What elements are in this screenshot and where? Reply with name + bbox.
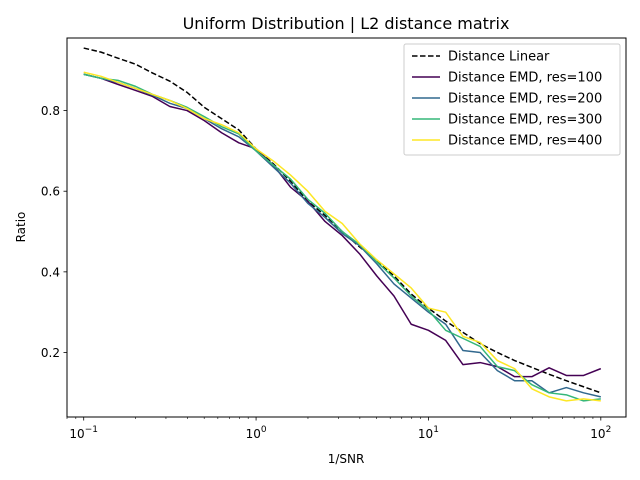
- legend-label-4: Distance EMD, res=400: [448, 134, 602, 149]
- y-tick-label: 0.4: [41, 265, 60, 279]
- legend-label-3: Distance EMD, res=300: [448, 113, 602, 128]
- y-tick-label: 0.8: [41, 104, 60, 118]
- legend-box: [403, 43, 621, 156]
- series-line-4: [83, 71, 601, 402]
- plot-frame: [66, 37, 627, 418]
- x-tick-label: 10−1: [69, 425, 98, 441]
- series-line-1: [83, 73, 602, 378]
- y-axis: 0.2 0.4 0.6 0.8: [41, 104, 67, 360]
- series-layer: [83, 47, 602, 402]
- legend-label-2: Distance EMD, res=200: [448, 92, 602, 107]
- legend-label-1: Distance EMD, res=100: [448, 71, 602, 86]
- x-axis-label: 1/SNR: [328, 452, 365, 466]
- x-tick-label: 100: [246, 425, 267, 441]
- y-tick-label: 0.6: [41, 185, 60, 199]
- y-axis-label: Ratio: [14, 212, 28, 243]
- chart-title: Uniform Distribution | L2 distance matri…: [183, 14, 510, 33]
- series-line-2: [83, 73, 601, 398]
- legend-label-0: Distance Linear: [448, 50, 550, 65]
- x-tick-label: 102: [590, 425, 611, 441]
- x-axis: 10−1 100 101 102: [66, 417, 611, 441]
- x-tick-label: 101: [418, 425, 439, 441]
- legend: Distance Linear Distance EMD, res=100 Dist…: [403, 43, 621, 156]
- y-tick-label: 0.2: [41, 346, 60, 360]
